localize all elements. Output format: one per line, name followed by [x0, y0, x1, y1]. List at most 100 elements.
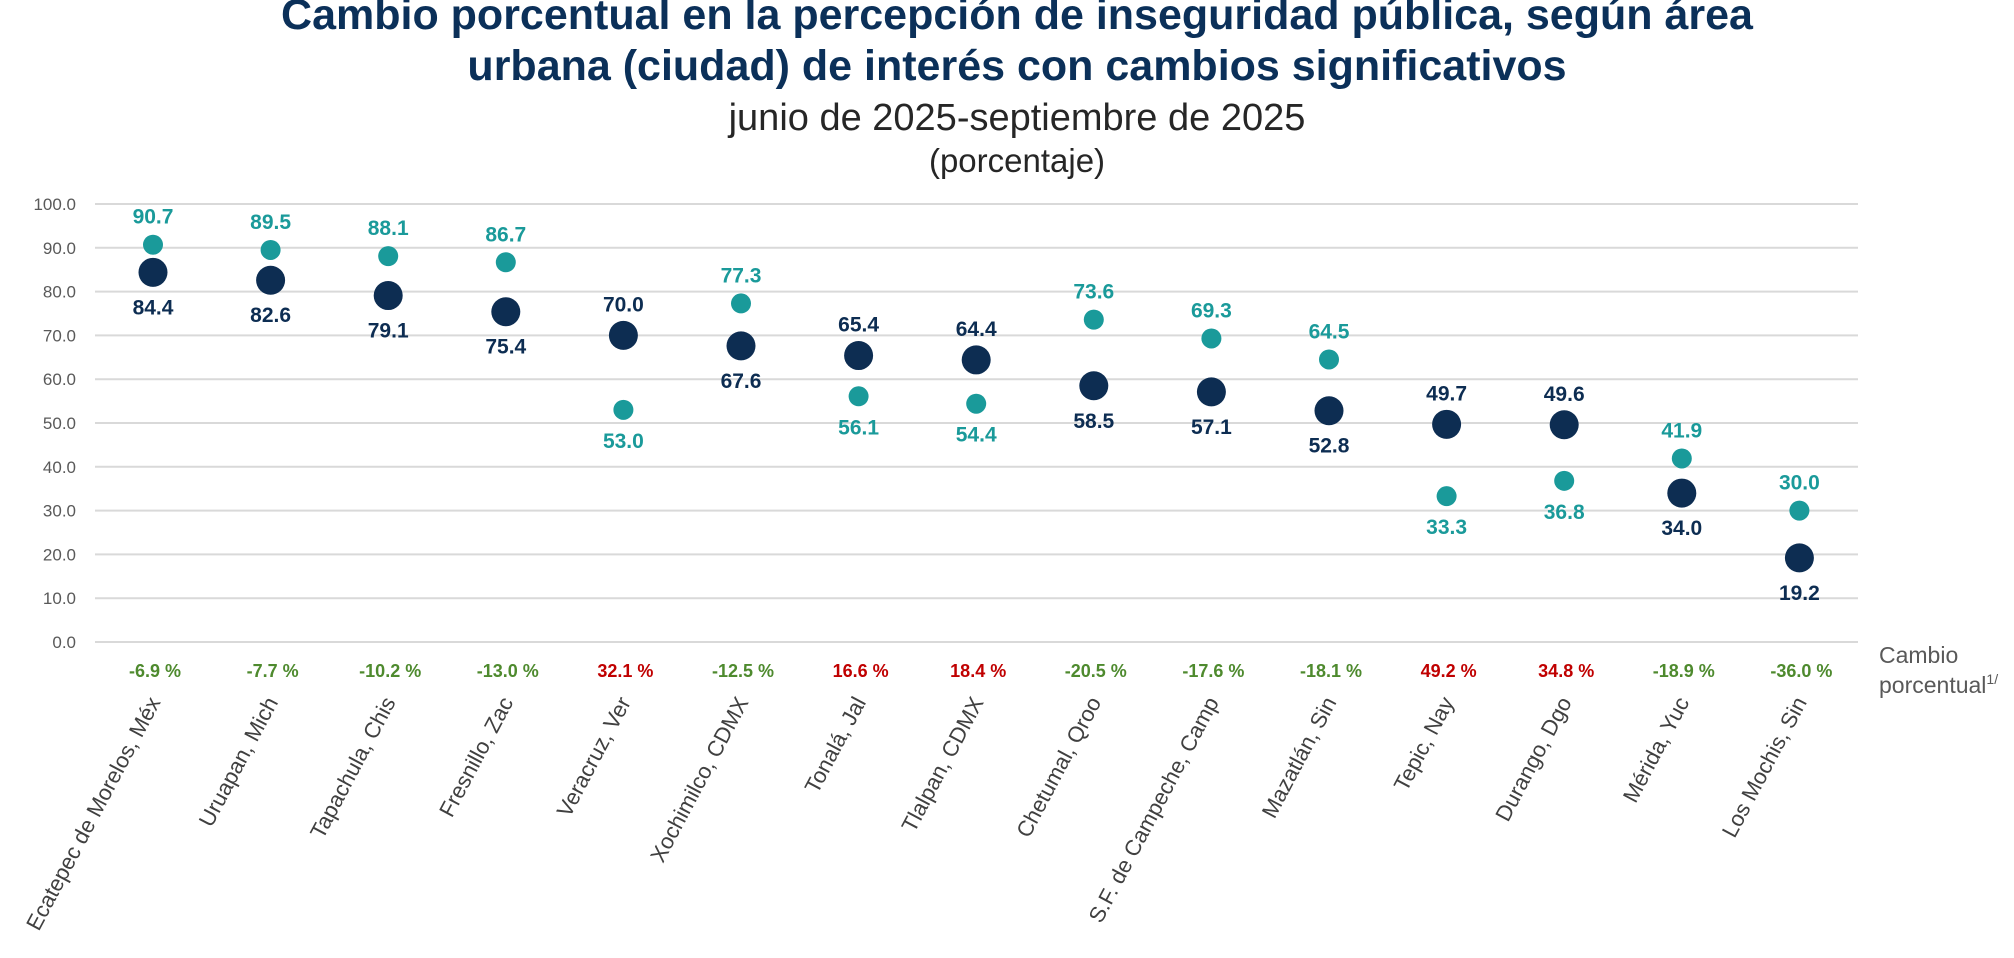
x-category-label: Durango, Dgo: [1490, 693, 1576, 826]
point-septiembre-2025: [256, 265, 286, 295]
chart-title-line-2: urbana (ciudad) de interés con cambios s…: [467, 42, 1566, 90]
data-label-septiembre-2025: 65.4: [838, 314, 879, 337]
point-junio-2025: [1554, 470, 1575, 491]
point-septiembre-2025: [844, 341, 874, 371]
chart-title-line-1: Cambio porcentual en la percepción de in…: [281, 0, 1754, 39]
category-group: 54.4 64.4: [956, 318, 997, 447]
chart-unit-label: (porcentaje): [929, 142, 1105, 179]
point-junio-2025: [143, 234, 163, 255]
category-group: 41.9 34.0: [1661, 419, 1702, 540]
percent-change-value: -12.5 %: [712, 661, 774, 681]
percent-change-label-text: porcentual: [1879, 672, 1986, 698]
x-category-label: S.F. de Campeche, Camp: [1083, 693, 1223, 927]
y-tick-label: 60.0: [43, 370, 76, 389]
data-label-septiembre-2025: 84.4: [133, 296, 174, 319]
point-septiembre-2025: [608, 320, 638, 350]
percent-change-value: 32.1 %: [597, 661, 653, 681]
percent-change-axis-label: Cambio porcentual1/: [1879, 642, 1998, 698]
data-label-junio-2025: 69.3: [1191, 299, 1232, 322]
chart-titles: Cambio porcentual en la percepción de in…: [281, 0, 1754, 179]
point-junio-2025: [1436, 486, 1457, 507]
point-septiembre-2025: [373, 281, 403, 311]
data-label-septiembre-2025: 79.1: [368, 320, 409, 343]
data-label-septiembre-2025: 57.1: [1191, 416, 1232, 439]
x-axis-category-labels: Ecatepec de Morelos, Méx Uruapan, Mich Tap…: [21, 692, 1812, 934]
point-septiembre-2025: [1667, 478, 1697, 508]
point-septiembre-2025: [1196, 377, 1226, 407]
y-tick-label: 80.0: [43, 283, 76, 302]
y-tick-label: 100.0: [33, 195, 76, 214]
data-label-septiembre-2025: 67.6: [721, 370, 762, 393]
data-label-junio-2025: 89.5: [250, 211, 291, 234]
data-label-junio-2025: 53.0: [603, 430, 644, 453]
point-junio-2025: [495, 252, 516, 273]
percent-change-value: 18.4 %: [950, 661, 1006, 681]
y-tick-label: 30.0: [43, 502, 76, 521]
point-junio-2025: [848, 386, 869, 407]
x-category-label: Los Mochis, Sin: [1717, 693, 1812, 842]
percent-change-value: -18.1 %: [1300, 661, 1362, 681]
point-junio-2025: [1789, 500, 1810, 521]
point-septiembre-2025: [1432, 409, 1462, 439]
category-group: 77.3 67.6: [721, 264, 762, 392]
percent-change-value: 34.8 %: [1538, 661, 1594, 681]
point-junio-2025: [1319, 349, 1339, 370]
x-category-label: Tlalpan, CDMX: [897, 692, 989, 836]
gridlines: [95, 203, 1858, 643]
point-septiembre-2025: [491, 297, 521, 327]
y-axis: 0.0 10.0 20.0 30.0 40.0 50.0 60.0 70.0 80.0 90.0 1…: [33, 195, 76, 652]
x-category-label: Tonalá, Jal: [800, 693, 871, 798]
percent-change-label-line-1: Cambio: [1879, 642, 1958, 668]
data-label-septiembre-2025: 19.2: [1779, 582, 1820, 605]
x-category-label: Tapachula, Chis: [305, 693, 401, 843]
point-junio-2025: [613, 399, 634, 420]
percent-change-value: -10.2 %: [359, 661, 421, 681]
point-junio-2025: [378, 246, 399, 267]
data-label-septiembre-2025: 52.8: [1309, 435, 1350, 458]
footnote-marker: 1/: [1986, 671, 1998, 687]
category-group: 64.5 52.8: [1309, 320, 1350, 457]
percent-change-value: -18.9 %: [1653, 661, 1715, 681]
percent-change-label-line-2: porcentual1/: [1879, 671, 1998, 698]
percent-change-value: -36.0 %: [1770, 661, 1832, 681]
data-label-septiembre-2025: 49.6: [1544, 383, 1585, 406]
point-septiembre-2025: [961, 345, 991, 375]
percent-change-value: -13.0 %: [477, 661, 539, 681]
percent-change-value: 16.6 %: [833, 661, 889, 681]
chart-subtitle: junio de 2025-septiembre de 2025: [728, 97, 1306, 139]
data-label-junio-2025: 54.4: [956, 424, 997, 447]
percent-change-value: -6.9 %: [129, 661, 181, 681]
category-group: 73.6 58.5: [1073, 281, 1114, 433]
data-label-septiembre-2025: 49.7: [1426, 382, 1467, 405]
data-label-septiembre-2025: 64.4: [956, 318, 997, 341]
data-label-septiembre-2025: 34.0: [1661, 517, 1702, 540]
x-category-label: Xochimilco, CDMX: [645, 692, 753, 866]
data-label-junio-2025: 33.3: [1426, 516, 1467, 539]
point-septiembre-2025: [1784, 543, 1814, 573]
data-label-septiembre-2025: 70.0: [603, 293, 644, 316]
point-septiembre-2025: [726, 331, 756, 361]
x-category-label: Uruapan, Mich: [194, 693, 283, 831]
data-marks: 90.7 84.4 89.5 82.6 88.1 79.1 86.7 75.4 53.0 70.0…: [133, 206, 1820, 605]
y-tick-label: 20.0: [43, 545, 76, 564]
data-label-junio-2025: 86.7: [485, 223, 526, 246]
data-label-septiembre-2025: 82.6: [250, 304, 291, 327]
data-label-septiembre-2025: 58.5: [1073, 410, 1114, 433]
point-junio-2025: [966, 393, 987, 414]
x-category-label: Mazatlán, Sin: [1257, 693, 1342, 822]
percent-change-value: -7.7 %: [247, 661, 299, 681]
category-group: 88.1 79.1: [368, 217, 409, 342]
category-group: 89.5 82.6: [250, 211, 291, 327]
point-septiembre-2025: [1079, 371, 1109, 401]
category-group: 90.7 84.4: [133, 206, 174, 320]
point-septiembre-2025: [1314, 396, 1344, 426]
category-group: 36.8 49.6: [1544, 383, 1585, 524]
y-tick-label: 50.0: [43, 414, 76, 433]
y-tick-label: 40.0: [43, 458, 76, 477]
data-label-junio-2025: 90.7: [133, 206, 174, 229]
category-group: 86.7 75.4: [485, 223, 526, 358]
category-group: 69.3 57.1: [1191, 299, 1232, 438]
data-label-junio-2025: 88.1: [368, 217, 409, 240]
y-tick-label: 10.0: [43, 589, 76, 608]
point-septiembre-2025: [1549, 410, 1579, 440]
